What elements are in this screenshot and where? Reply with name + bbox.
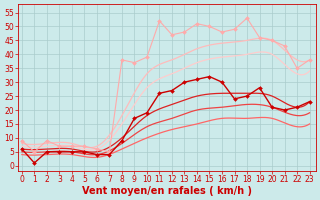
X-axis label: Vent moyen/en rafales ( km/h ): Vent moyen/en rafales ( km/h ) xyxy=(82,186,252,196)
